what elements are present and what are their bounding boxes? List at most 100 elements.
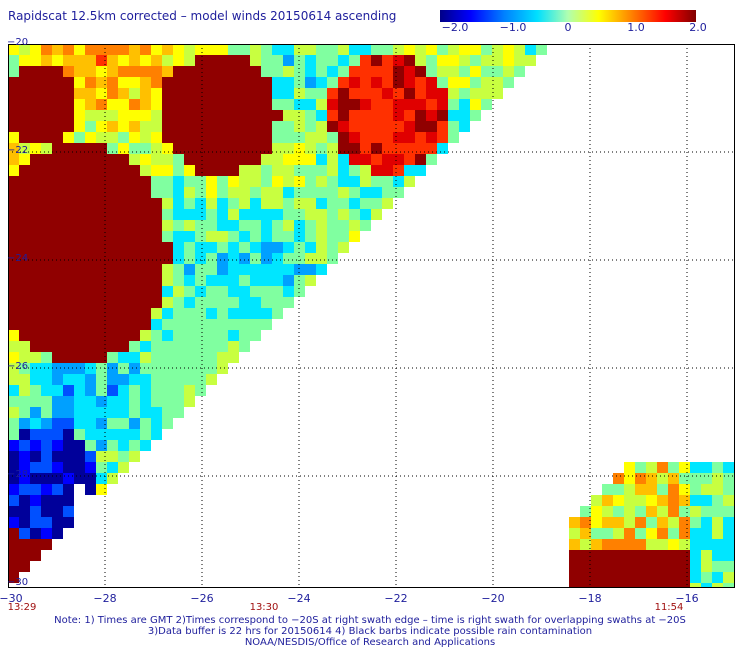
swath-cell [63, 418, 74, 429]
swath-cell [294, 44, 305, 55]
swath-cell [602, 506, 613, 517]
swath-cell [96, 308, 107, 319]
swath-cell [63, 374, 74, 385]
swath-cell [679, 550, 690, 561]
swath-cell [459, 121, 470, 132]
swath-cell [272, 143, 283, 154]
swath-cell [371, 44, 382, 55]
swath-cell [206, 363, 217, 374]
swath-cell [85, 352, 96, 363]
swath-cell [723, 583, 734, 588]
swath-cell [437, 143, 448, 154]
swath-cell [129, 275, 140, 286]
swath-cell [41, 231, 52, 242]
swath-cell [712, 462, 723, 473]
swath-cell [129, 385, 140, 396]
swath-cell [195, 231, 206, 242]
swath-cell [239, 176, 250, 187]
swath-cell [184, 220, 195, 231]
swath-cell [8, 484, 19, 495]
swath-cell [107, 330, 118, 341]
swath-cell [360, 220, 371, 231]
swath-cell [96, 385, 107, 396]
swath-cell [30, 242, 41, 253]
swath-cell [129, 132, 140, 143]
swath-cell [206, 374, 217, 385]
swath-cell [8, 330, 19, 341]
swath-cell [151, 275, 162, 286]
swath-cell [250, 99, 261, 110]
swath-cell [371, 77, 382, 88]
swath-cell [690, 495, 701, 506]
swath-cell [371, 88, 382, 99]
swath-cell [206, 110, 217, 121]
swath-cell [580, 517, 591, 528]
swath-cell [30, 484, 41, 495]
swath-cell [96, 44, 107, 55]
swath-cell [679, 583, 690, 588]
swath-cell [415, 143, 426, 154]
swath-cell [250, 77, 261, 88]
swath-cell [63, 319, 74, 330]
swath-cell [162, 154, 173, 165]
swath-cell [19, 99, 30, 110]
swath-cell [140, 297, 151, 308]
swath-cell [272, 44, 283, 55]
swath-cell [646, 550, 657, 561]
swath-cell [679, 539, 690, 550]
swath-cell [437, 44, 448, 55]
swath-cell [514, 66, 525, 77]
swath-cell [129, 66, 140, 77]
swath-cell [272, 297, 283, 308]
swath-cell [85, 374, 96, 385]
swath-cell [591, 561, 602, 572]
swath-cell [85, 165, 96, 176]
swath-cell [19, 231, 30, 242]
swath-cell [195, 165, 206, 176]
swath-cell [85, 418, 96, 429]
swath-cell [184, 209, 195, 220]
swath-cell [184, 385, 195, 396]
swath-cell [470, 66, 481, 77]
swath-cell [261, 77, 272, 88]
swath-cell [118, 374, 129, 385]
swath-cell [272, 99, 283, 110]
swath-cell [349, 88, 360, 99]
swath-cell [349, 187, 360, 198]
swath-cell [118, 121, 129, 132]
swath-cell [195, 66, 206, 77]
swath-cell [338, 110, 349, 121]
swath-cell [8, 451, 19, 462]
swath-cell [415, 55, 426, 66]
swath-cell [41, 220, 52, 231]
swath-cell [723, 462, 734, 473]
swath-cell [261, 242, 272, 253]
swath-cell [173, 319, 184, 330]
swath-cell [404, 99, 415, 110]
swath-cell [30, 198, 41, 209]
swath-cell [129, 451, 140, 462]
swath-cell [184, 363, 195, 374]
swath-cell [393, 88, 404, 99]
swath-cell [459, 66, 470, 77]
swath-cell [52, 297, 63, 308]
swath-cell [151, 110, 162, 121]
swath-cell [63, 66, 74, 77]
colorbar-tick-label: 1.0 [627, 21, 645, 34]
swath-cell [41, 165, 52, 176]
swath-cell [173, 407, 184, 418]
swath-cell [173, 330, 184, 341]
swath-cell [228, 242, 239, 253]
swath-cell [52, 55, 63, 66]
swath-cell [195, 264, 206, 275]
swath-cell [206, 165, 217, 176]
swath-cell [41, 308, 52, 319]
swath-cell [613, 561, 624, 572]
swath-cell [195, 88, 206, 99]
swath-cell [118, 319, 129, 330]
swath-cell [63, 341, 74, 352]
swath-cell [96, 429, 107, 440]
swath-cell [41, 154, 52, 165]
swath-cell [52, 451, 63, 462]
swath-cell [107, 110, 118, 121]
